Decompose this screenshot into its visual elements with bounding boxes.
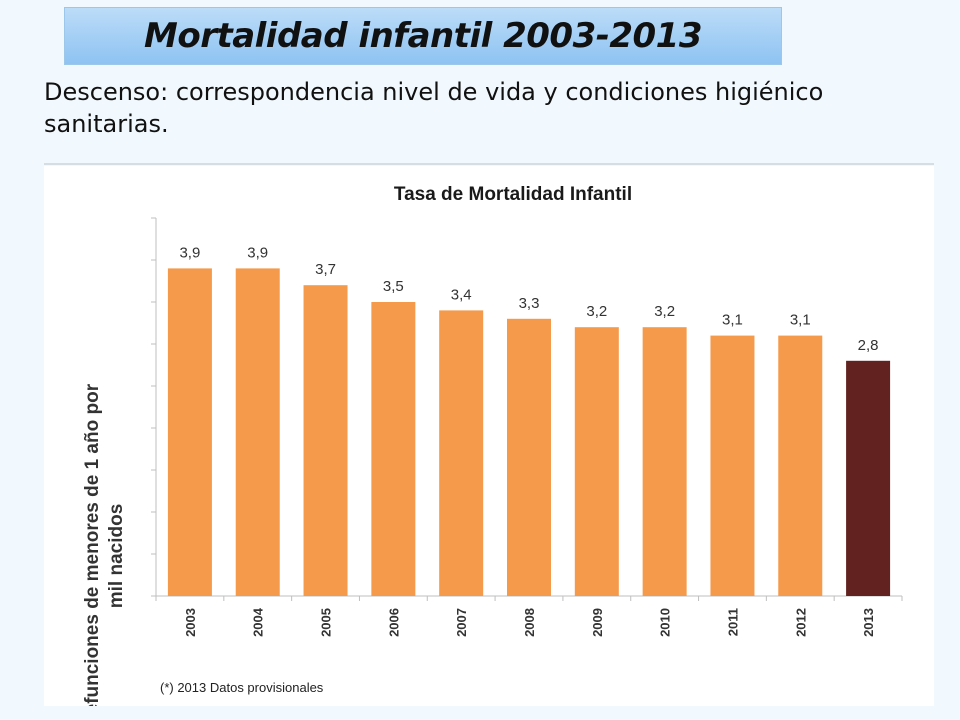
bar-2007 xyxy=(439,310,484,596)
slide-subtitle: Descenso: correspondencia nivel de vida … xyxy=(44,78,824,138)
x-tick-label-2010: 2010 xyxy=(658,608,673,637)
bar-2013 xyxy=(846,360,891,596)
title-banner: Mortalidad infantil 2003-2013 xyxy=(64,7,782,65)
bar-2011 xyxy=(710,335,755,596)
x-tick-label-2006: 2006 xyxy=(386,608,401,637)
chart-x-labels: 2003 2004 2005 2006 2007 2008 2009 2010 2011 2012… xyxy=(183,607,876,637)
chart-footnote: (*) 2013 Datos provisionales xyxy=(160,680,324,695)
value-label-2004: 3,9 xyxy=(247,244,268,261)
x-tick-label-2005: 2005 xyxy=(319,608,334,637)
x-tick-label-2013: 2013 xyxy=(861,608,876,637)
x-tick-label-2011: 2011 xyxy=(725,608,740,636)
slide-title: Mortalidad infantil 2003-2013 xyxy=(144,16,703,56)
value-label-2008: 3,3 xyxy=(519,295,540,312)
x-tick-label-2007: 2007 xyxy=(454,608,469,637)
bar-2010 xyxy=(642,327,687,596)
bar-2003 xyxy=(167,268,212,596)
x-tick-label-2004: 2004 xyxy=(251,607,266,637)
chart-value-labels: 3,9 3,9 3,7 3,5 3,4 3,3 3,2 3,2 3,1 3,1 2,8 xyxy=(179,244,878,353)
value-label-2006: 3,5 xyxy=(383,278,404,295)
value-label-2012: 3,1 xyxy=(790,312,811,329)
bar-2004 xyxy=(235,268,280,596)
x-tick-label-2003: 2003 xyxy=(183,608,198,637)
divider xyxy=(44,163,934,165)
value-label-2011: 3,1 xyxy=(722,312,743,329)
bar-2005 xyxy=(303,285,348,596)
y-axis-label-line2: mil nacidos xyxy=(106,504,127,609)
value-label-2013: 2,8 xyxy=(858,337,879,354)
x-tick-label-2008: 2008 xyxy=(522,608,537,637)
x-tick-label-2009: 2009 xyxy=(590,608,605,637)
value-label-2003: 3,9 xyxy=(179,244,200,261)
bar-2008 xyxy=(507,318,551,596)
value-label-2009: 3,2 xyxy=(586,303,607,320)
chart-panel: Tasa de Mortalidad Infantil Defunciones … xyxy=(44,166,934,706)
value-label-2007: 3,4 xyxy=(451,286,472,303)
chart-bars xyxy=(167,268,891,596)
bar-chart: Tasa de Mortalidad Infantil Defunciones … xyxy=(82,184,903,706)
x-tick-label-2012: 2012 xyxy=(793,608,808,637)
chart-title: Tasa de Mortalidad Infantil xyxy=(394,184,632,205)
bar-2009 xyxy=(574,327,619,596)
bar-2006 xyxy=(371,302,416,596)
value-label-2010: 3,2 xyxy=(654,303,675,320)
value-label-2005: 3,7 xyxy=(315,261,336,278)
y-axis-label-line1: Defunciones de menores de 1 año por xyxy=(82,383,103,706)
bar-2012 xyxy=(778,335,823,596)
